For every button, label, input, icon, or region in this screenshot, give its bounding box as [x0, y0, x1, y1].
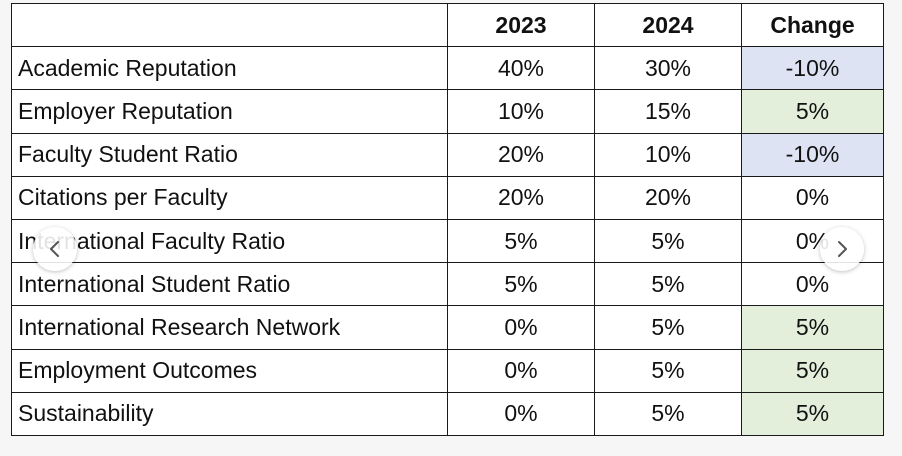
value-2023-cell: 0%	[447, 305, 595, 350]
carousel-prev-button[interactable]	[33, 227, 77, 271]
value-2023-cell: 10%	[447, 89, 595, 134]
indicator-cell: Sustainability	[11, 391, 448, 436]
value-2023-cell: 40%	[447, 46, 595, 91]
table-row: International Research Network 0% 5% 5%	[11, 305, 884, 350]
header-2023: 2023	[447, 2, 595, 48]
value-2023-cell: 0%	[447, 348, 595, 393]
value-2023-cell: 5%	[447, 218, 595, 264]
indicator-cell: Employment Outcomes	[11, 348, 448, 393]
indicator-cell: International Research Network	[11, 305, 448, 350]
indicator-cell: Academic Reputation	[11, 46, 448, 91]
table-row: Academic Reputation 40% 30% -10%	[11, 46, 884, 91]
value-2023-cell: 0%	[447, 391, 595, 436]
header-2024: 2024	[594, 2, 742, 48]
change-cell: -10%	[741, 132, 884, 177]
indicator-cell: International Faculty Ratio	[11, 218, 448, 264]
table-row: Faculty Student Ratio 20% 10% -10%	[11, 132, 884, 177]
ranking-weights-table: 2023 2024 Change Academic Reputation 40%…	[11, 2, 884, 436]
indicator-cell: Employer Reputation	[11, 89, 448, 134]
change-cell: 5%	[741, 89, 884, 134]
table-row: International Student Ratio 5% 5% 0%	[11, 262, 884, 307]
change-cell: 0%	[741, 262, 884, 307]
change-cell: 5%	[741, 348, 884, 393]
chevron-left-icon	[45, 239, 65, 259]
indicator-cell: International Student Ratio	[11, 262, 448, 307]
indicator-cell: Faculty Student Ratio	[11, 132, 448, 177]
table-header-row: 2023 2024 Change	[11, 2, 884, 48]
value-2024-cell: 15%	[594, 89, 742, 134]
value-2024-cell: 10%	[594, 132, 742, 177]
value-2024-cell: 5%	[594, 348, 742, 393]
value-2024-cell: 20%	[594, 175, 742, 220]
table-row: International Faculty Ratio 5% 5% 0%	[11, 218, 884, 264]
value-2024-cell: 5%	[594, 391, 742, 436]
value-2023-cell: 20%	[447, 175, 595, 220]
indicator-cell: Citations per Faculty	[11, 175, 448, 220]
change-cell: 5%	[741, 391, 884, 436]
change-cell: 5%	[741, 305, 884, 350]
value-2024-cell: 5%	[594, 262, 742, 307]
carousel-next-button[interactable]	[820, 227, 864, 271]
header-change: Change	[741, 2, 884, 48]
table-row: Employer Reputation 10% 15% 5%	[11, 89, 884, 134]
change-cell: -10%	[741, 46, 884, 91]
change-cell: 0%	[741, 175, 884, 220]
value-2024-cell: 5%	[594, 218, 742, 264]
chevron-right-icon	[832, 239, 852, 259]
value-2023-cell: 5%	[447, 262, 595, 307]
table-row: Sustainability 0% 5% 5%	[11, 391, 884, 436]
value-2024-cell: 5%	[594, 305, 742, 350]
table-row: Citations per Faculty 20% 20% 0%	[11, 175, 884, 220]
value-2023-cell: 20%	[447, 132, 595, 177]
header-indicator	[11, 2, 448, 48]
table-row: Employment Outcomes 0% 5% 5%	[11, 348, 884, 393]
value-2024-cell: 30%	[594, 46, 742, 91]
